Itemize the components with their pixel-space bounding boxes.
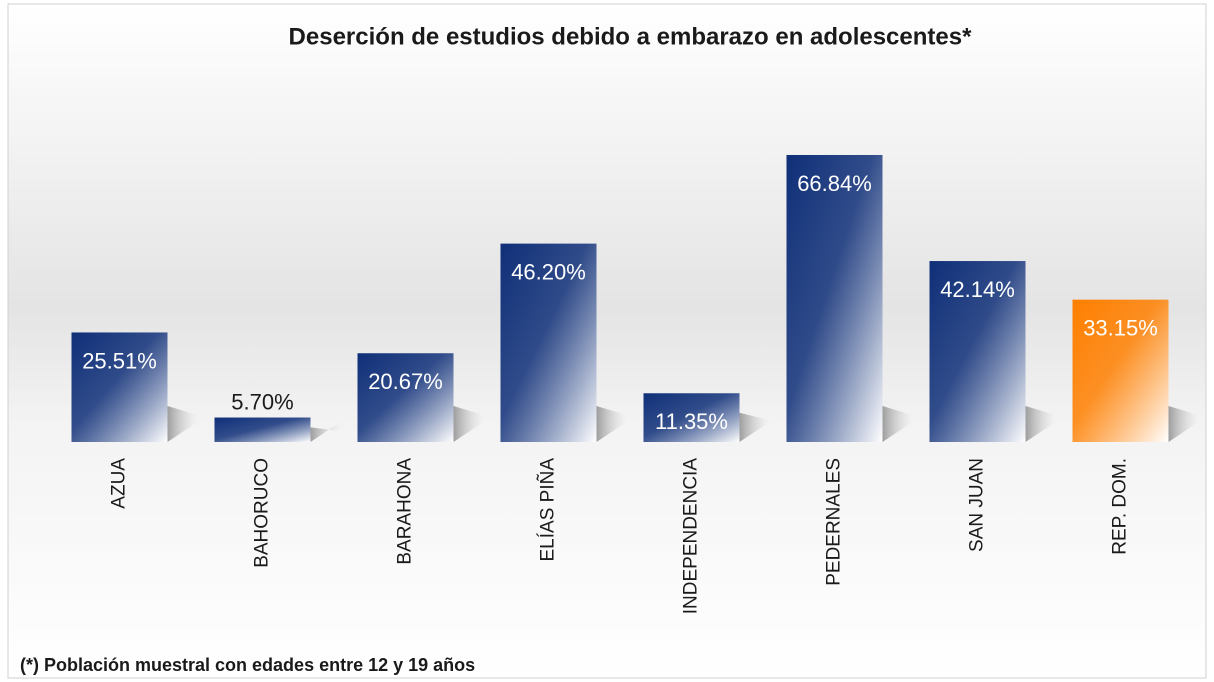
data-label: 46.20% (511, 259, 586, 284)
bar-shadow (1168, 406, 1199, 442)
bar (500, 243, 597, 442)
data-label: 33.15% (1083, 315, 1158, 340)
bar (71, 332, 168, 442)
data-label: 42.14% (940, 277, 1015, 302)
bar-shadow (310, 422, 341, 442)
bar (786, 154, 883, 442)
bar (357, 353, 454, 442)
bar-shadow (453, 406, 484, 442)
bar-shadow (1025, 406, 1056, 442)
x-tick-label: AZUA (109, 458, 130, 509)
chart-title: Deserción de estudios debido a embarazo … (289, 23, 973, 50)
x-tick-label: INDEPENDENCIA (681, 458, 702, 615)
footnote: (*) Población muestral con edades entre … (20, 655, 475, 675)
data-label: 5.70% (231, 389, 293, 414)
data-label: 20.67% (368, 369, 443, 394)
bar-shadow (167, 406, 198, 442)
chart-frame (7, 3, 1207, 679)
x-tick-label: SAN JUAN (967, 458, 988, 552)
data-label: 11.35% (655, 409, 728, 434)
x-tick-label: BAHORUCO (252, 458, 273, 568)
bar-shadow (739, 412, 770, 442)
x-tick-label: BARAHONA (395, 458, 416, 565)
bar (929, 261, 1026, 442)
x-tick-label: REP. DOM. (1110, 458, 1131, 555)
data-label: 25.51% (82, 348, 157, 373)
x-tick-label: PEDERNALES (824, 458, 845, 586)
bar (643, 393, 740, 442)
data-label: 66.84% (797, 171, 872, 196)
bar-shadow (596, 406, 627, 442)
bar (1072, 299, 1169, 442)
bar (214, 417, 311, 442)
x-tick-label: ELÍAS PIÑA (537, 458, 559, 562)
bar-shadow (882, 406, 913, 442)
